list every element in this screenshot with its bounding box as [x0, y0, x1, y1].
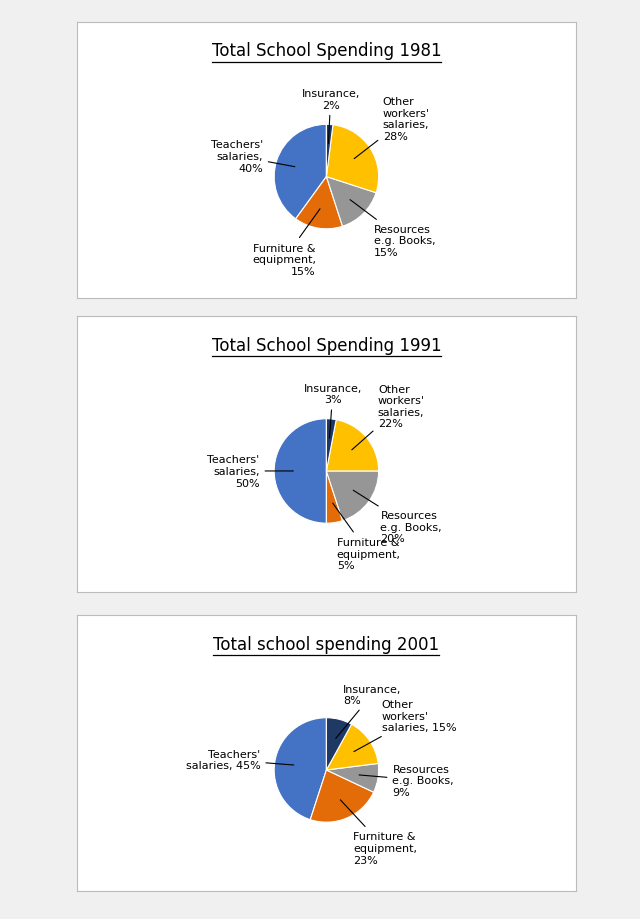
- Wedge shape: [326, 419, 336, 471]
- Wedge shape: [326, 177, 376, 227]
- Wedge shape: [326, 125, 333, 177]
- Text: Teachers'
salaries,
40%: Teachers' salaries, 40%: [211, 141, 295, 174]
- Text: Resources
e.g. Books,
20%: Resources e.g. Books, 20%: [353, 491, 442, 544]
- Text: Furniture &
equipment,
5%: Furniture & equipment, 5%: [333, 504, 401, 571]
- Text: Insurance,
2%: Insurance, 2%: [301, 89, 360, 144]
- Text: Resources
e.g. Books,
15%: Resources e.g. Books, 15%: [350, 200, 435, 257]
- Wedge shape: [326, 718, 351, 770]
- Text: Furniture &
equipment,
15%: Furniture & equipment, 15%: [252, 210, 320, 277]
- Wedge shape: [274, 125, 326, 220]
- Text: Insurance,
3%: Insurance, 3%: [303, 383, 362, 438]
- Wedge shape: [326, 724, 378, 770]
- Text: Insurance,
8%: Insurance, 8%: [336, 684, 401, 739]
- Text: Total School Spending 1981: Total School Spending 1981: [212, 42, 441, 61]
- Wedge shape: [310, 770, 374, 823]
- Text: Other
workers'
salaries,
28%: Other workers' salaries, 28%: [354, 96, 430, 160]
- Text: Other
workers'
salaries,
22%: Other workers' salaries, 22%: [352, 384, 425, 450]
- Wedge shape: [326, 471, 379, 521]
- Text: Other
workers'
salaries, 15%: Other workers' salaries, 15%: [354, 699, 456, 752]
- Text: Total school spending 2001: Total school spending 2001: [213, 635, 440, 653]
- Text: Teachers'
salaries, 45%: Teachers' salaries, 45%: [186, 749, 294, 770]
- Wedge shape: [326, 126, 379, 194]
- Wedge shape: [326, 420, 379, 471]
- Wedge shape: [326, 471, 342, 524]
- Text: Teachers'
salaries,
50%: Teachers' salaries, 50%: [207, 455, 293, 488]
- Wedge shape: [274, 718, 326, 820]
- Wedge shape: [274, 419, 326, 524]
- Text: Resources
e.g. Books,
9%: Resources e.g. Books, 9%: [359, 764, 454, 797]
- Wedge shape: [326, 764, 379, 792]
- Text: Total School Spending 1991: Total School Spending 1991: [212, 336, 441, 355]
- Text: Furniture &
equipment,
23%: Furniture & equipment, 23%: [340, 800, 417, 865]
- Wedge shape: [296, 177, 342, 230]
